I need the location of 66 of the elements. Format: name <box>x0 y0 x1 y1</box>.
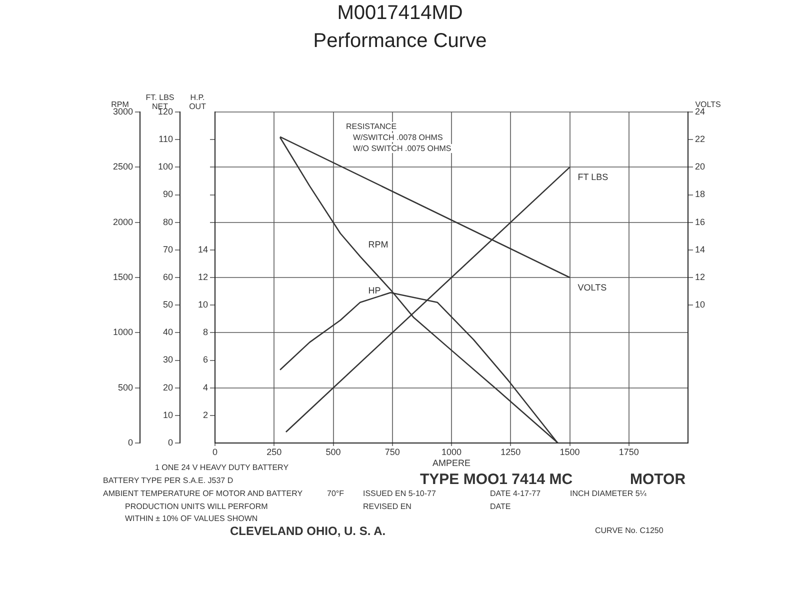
annotation: W/SWITCH .0078 OHMS <box>352 133 444 142</box>
y-tick-label: 16 <box>695 216 706 227</box>
y2-tick-label: 20 <box>162 382 173 392</box>
text: AMBIENT TEMPERATURE OF MOTOR AND BATTERY <box>103 489 303 498</box>
y2-tick-label: 0 <box>168 437 173 448</box>
y-tick-label: 20 <box>695 162 706 172</box>
y2-tick-label: 50 <box>162 300 173 310</box>
y-tick-label: 1000 <box>112 327 133 338</box>
y3-tick-label: 2 <box>202 410 208 420</box>
text: CURVE No. C1250 <box>595 526 664 535</box>
y2-tick-label: 110 <box>158 134 173 144</box>
y3-tick-label: 8 <box>202 327 208 338</box>
annotation: RESISTANCE <box>345 122 398 131</box>
y2-tick-label: 80 <box>162 216 173 227</box>
y-tick-label: 2500 <box>112 162 133 172</box>
x-tick-label: 1000 <box>441 446 462 457</box>
text: 1 ONE 24 V HEAVY DUTY BATTERY <box>155 463 289 472</box>
text: BATTERY TYPE PER S.A.E. J537 D <box>103 476 234 485</box>
text: WITHIN ± 10% OF VALUES SHOWN <box>125 514 258 523</box>
text: ISSUED EN 5-10-77 <box>363 489 436 498</box>
series-label: FT LBS <box>578 172 608 182</box>
y-tick-label: 1500 <box>112 272 133 282</box>
x-axis-title: AMPERE <box>432 458 471 468</box>
x-tick-label: 1750 <box>618 446 639 457</box>
y-tick-label: 14 <box>695 244 706 254</box>
text: TYPE MOO1 7414 MC <box>420 471 573 488</box>
y2-tick-label: 70 <box>162 244 173 254</box>
x-tick-label: 1250 <box>500 446 521 457</box>
x-tick-label: 250 <box>266 446 282 457</box>
y3-tick-label: 12 <box>198 272 208 282</box>
series-label: VOLTS <box>578 282 607 292</box>
y2-tick-label: 90 <box>162 189 173 200</box>
text: DATE 4-17-77 <box>490 489 541 498</box>
y2-tick-label: 100 <box>158 162 173 172</box>
y2-tick-label: 40 <box>162 327 173 338</box>
y3-axis-title: H.P. OUT <box>189 93 206 112</box>
text: CLEVELAND OHIO, U. S. A. <box>230 524 386 538</box>
text: MOTOR <box>630 471 686 488</box>
y-tick-label: 2000 <box>112 216 133 227</box>
y-tick-label: 500 <box>118 382 133 392</box>
series-label: HP <box>368 285 381 296</box>
chart-subtitle: Performance Curve <box>312 30 488 53</box>
y3-tick-label: 10 <box>198 300 208 310</box>
y-tick-label: 10 <box>695 300 706 310</box>
y3-tick-label: 4 <box>202 382 208 392</box>
x-tick-label: 0 <box>212 446 218 457</box>
text: DATE <box>490 502 511 511</box>
x-tick-label: 1500 <box>560 446 580 457</box>
text: PRODUCTION UNITS WILL PERFORM <box>125 502 268 511</box>
y2-tick-label: 10 <box>162 410 173 420</box>
y-tick-label: 0 <box>128 437 133 448</box>
y3-tick-label: 14 <box>198 244 208 254</box>
series-label: RPM <box>368 240 388 250</box>
x-tick-label: 750 <box>384 446 400 457</box>
text: REVISED EN <box>363 502 412 511</box>
y-tick-label: 12 <box>695 272 706 282</box>
x-tick-label: 500 <box>326 446 341 457</box>
chart-title: M0017414MD <box>336 2 464 25</box>
y2-tick-label: 30 <box>162 354 173 365</box>
text: 70°F <box>327 489 344 498</box>
y2-tick-label: 60 <box>162 272 173 282</box>
y-tick-label: 18 <box>695 189 706 200</box>
y-tick-label: 22 <box>695 134 706 144</box>
text: INCH DIAMETER 5¼ <box>570 489 646 498</box>
annotation: W/O SWITCH .0075 OHMS <box>352 144 452 153</box>
y3-tick-label: 6 <box>202 354 208 365</box>
